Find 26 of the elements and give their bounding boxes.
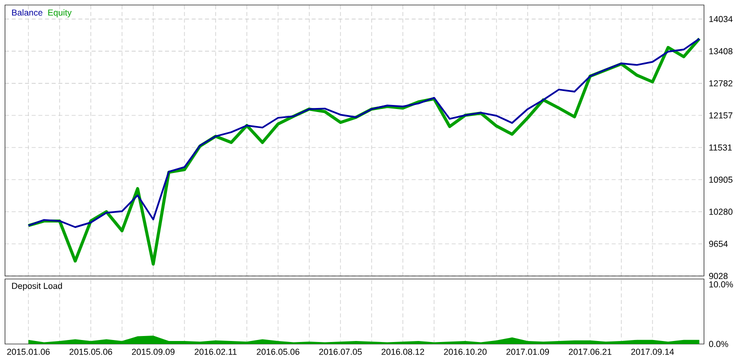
y-tick-label: 11531 <box>709 144 732 150</box>
x-tick-label: 2016.07.05 <box>319 348 362 355</box>
y-tick-label: 0.0% <box>709 340 728 347</box>
x-tick-label: 2017.09.14 <box>631 348 674 355</box>
y-tick-label: 14034 <box>709 16 733 22</box>
y-tick-label: 9028 <box>709 272 728 279</box>
x-tick-label: 2017.01.09 <box>506 348 549 355</box>
x-tick-label: 2016.10.20 <box>444 348 487 355</box>
x-tick-label: 2015.05.06 <box>70 348 112 355</box>
y-tick-label: 10280 <box>709 208 732 215</box>
chart-title: Deposit Load <box>12 282 62 291</box>
x-tick-label: 2016.08.12 <box>382 348 424 355</box>
y-tick-label: 10.0% <box>709 281 733 288</box>
x-tick-label: 2015.01.06 <box>7 348 50 355</box>
x-tick-label: 2017.06.21 <box>568 348 612 355</box>
x-tick-label: 2015.09.09 <box>132 348 175 355</box>
y-tick-label: 13408 <box>709 48 732 54</box>
y-tick-label: 9654 <box>709 240 728 247</box>
text: Equity <box>48 9 72 18</box>
y-tick-label: 10905 <box>709 176 732 183</box>
line-series <box>28 38 700 228</box>
y-tick-label: 12157 <box>709 112 732 118</box>
y-tick-label: 12782 <box>709 80 732 86</box>
x-tick-label: 2016.02.11 <box>194 348 237 355</box>
text: Balance <box>12 9 42 16</box>
x-tick-label: 2016.05.06 <box>256 348 300 355</box>
